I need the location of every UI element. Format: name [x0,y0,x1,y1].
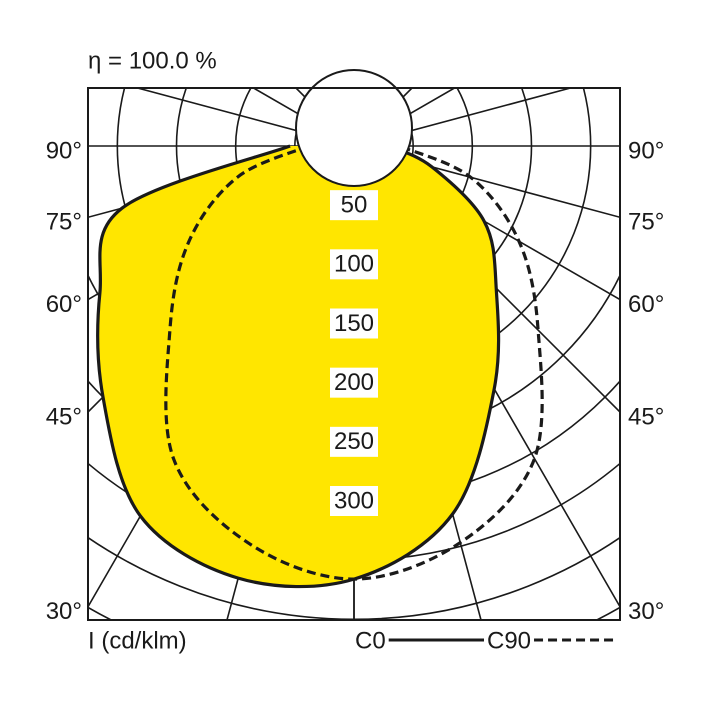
curves [96,144,544,589]
r-tick-label: 300 [334,487,374,514]
r-tick-bg [330,426,378,457]
r-tick-label: 50 [341,192,368,219]
angle-tick-label: 90° [628,137,664,164]
series-line [164,144,544,581]
angle-tick-label: 60° [46,291,82,318]
legend-label: C90 [487,627,531,654]
r-tick-label: 100 [334,251,374,278]
legend-label: C0 [355,627,386,654]
angle-tick-label: 45° [628,403,664,430]
angle-tick-label: 90° [46,137,82,164]
angle-tick-label: 45° [46,403,82,430]
area-fill [97,146,499,587]
angle-tick-label: 60° [628,291,664,318]
plot-frame [87,87,621,621]
center-hub [295,69,413,187]
r-tick-bg [330,190,378,221]
unit-label: I (cd/klm) [88,627,187,654]
angle-tick-label: 30° [628,598,664,625]
r-tick-bg [330,249,378,280]
overlay: 50 100 150 200 250 300 [330,190,378,516]
r-tick-label: 150 [334,310,374,337]
r-tick-bg [330,308,378,339]
r-tick-label: 200 [334,369,374,396]
angle-tick-label: 30° [46,598,82,625]
angle-tick-label: 75° [628,209,664,236]
series-line [96,144,501,589]
chart-title: η = 100.0 % [88,47,217,74]
r-tick-bg [330,486,378,516]
labels: 90° 90° 75° 75° 60° 60° 45° 45° 30° 30° C0 C90 [46,137,665,654]
angle-tick-label: 75° [46,209,82,236]
r-tick-bg [330,367,378,398]
r-tick-label: 250 [334,428,374,455]
